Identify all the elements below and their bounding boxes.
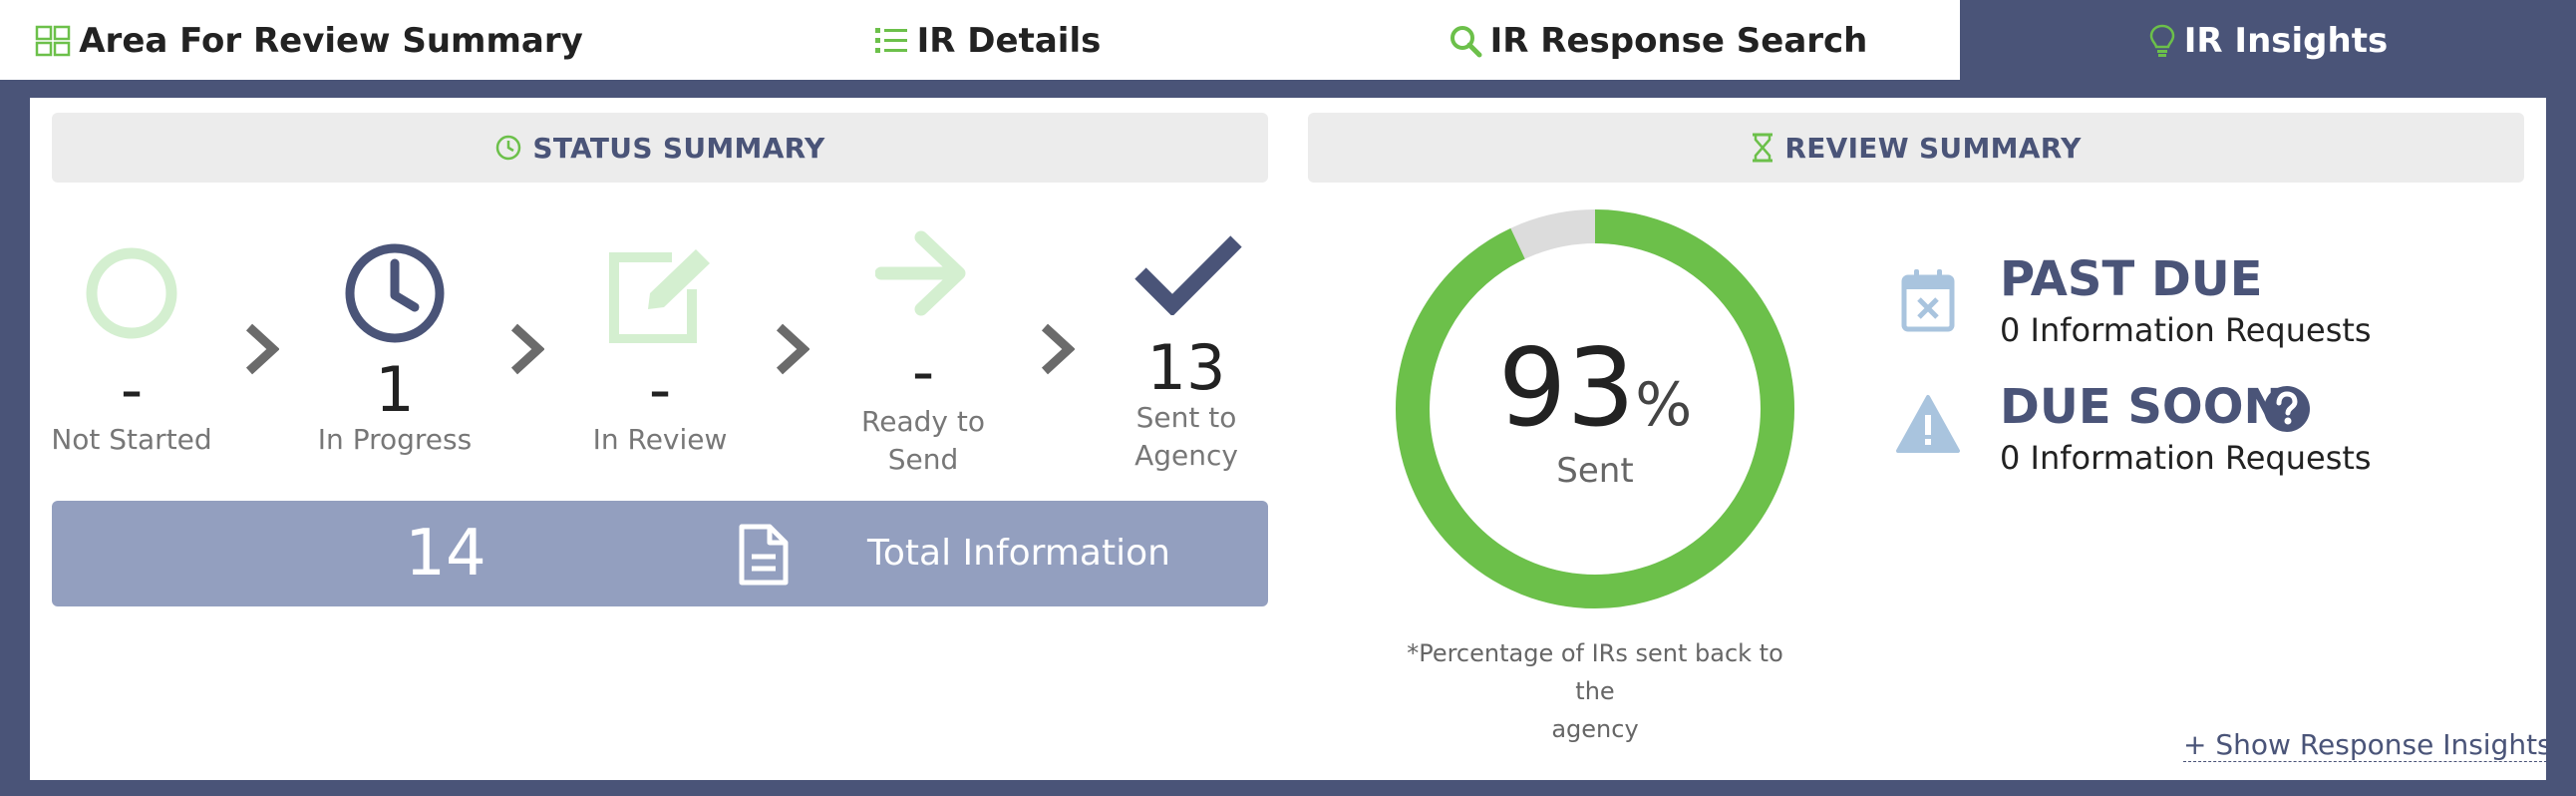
percent-sign: % <box>1635 370 1693 440</box>
review-summary-title: REVIEW SUMMARY <box>1784 131 2082 165</box>
percentage-footnote: *Percentage of IRs sent back to the agen… <box>1396 634 1794 748</box>
tab-ir-details[interactable]: IR Details <box>618 0 1356 82</box>
stage-in-review: - In Review <box>550 359 770 459</box>
stage-label: In Review <box>592 423 728 456</box>
chevron-right-icon <box>510 323 544 375</box>
tab-ir-insights[interactable]: IR Insights <box>1960 0 2576 82</box>
list-icon <box>874 28 907 53</box>
stage-label: Not Started <box>51 423 212 456</box>
clock-icon <box>345 243 445 343</box>
insights-panel <box>30 98 2546 780</box>
clock-icon <box>496 135 521 161</box>
checkmark-icon <box>1134 235 1242 315</box>
stage-sent-to-agency: 13 Sent to Agency <box>1077 337 1296 475</box>
show-response-insights-link[interactable]: + Show Response Insights <box>2183 728 2552 762</box>
donut-fill-sent <box>1396 209 1794 608</box>
stage-label-line1: Sent to <box>1135 401 1237 434</box>
total-label: Total Information Requests <box>867 533 1170 679</box>
tab-ir-response-search[interactable]: IR Response Search <box>1356 0 1960 82</box>
stage-in-progress: 1 In Progress <box>285 359 504 459</box>
stage-label-line2: Send <box>887 443 959 476</box>
stage-count: - <box>911 335 935 408</box>
due-soon-title: DUE SOON <box>2000 379 2284 435</box>
edit-icon <box>609 249 710 343</box>
document-icon <box>739 524 789 586</box>
chevron-right-icon <box>1041 323 1075 375</box>
tab-label: IR Details <box>916 21 1102 61</box>
stage-count: 13 <box>1146 331 1226 404</box>
tab-label: Area For Review Summary <box>79 21 583 61</box>
lightbulb-icon <box>2149 24 2175 57</box>
donut-center-label: 93% Sent <box>1396 329 1794 493</box>
hourglass-icon <box>1753 133 1773 163</box>
stage-count: 1 <box>375 353 415 426</box>
percent-value: 93 <box>1497 326 1636 451</box>
footnote-line1: *Percentage of IRs sent back to the <box>1407 639 1783 705</box>
tab-bar: Area For Review Summary IR Details IR Re… <box>0 0 2576 82</box>
stage-not-started: - Not Started <box>22 359 241 459</box>
sent-label: Sent <box>1556 451 1634 491</box>
search-icon <box>1449 26 1482 58</box>
stage-count: - <box>648 353 672 426</box>
footnote-line2: agency <box>1551 715 1639 743</box>
percent-sent-donut <box>1396 209 1794 608</box>
tab-label: IR Response Search <box>1489 21 1868 61</box>
warning-icon <box>1896 395 1960 453</box>
help-circle-icon[interactable] <box>2263 385 2311 433</box>
status-summary-title: STATUS SUMMARY <box>532 131 825 165</box>
calendar-x-icon <box>1901 269 1955 332</box>
grid-icon <box>35 25 71 57</box>
circle-outline-icon <box>86 247 177 339</box>
arrow-right-icon <box>875 230 966 316</box>
chevron-right-icon <box>245 323 279 375</box>
total-information-requests-bar[interactable]: 14 Total Information Requests <box>52 501 1268 679</box>
review-summary-header: REVIEW SUMMARY <box>1308 113 2524 183</box>
stage-ready-to-send: - Ready to Send <box>813 341 1033 479</box>
tab-label: IR Insights <box>2183 21 2389 61</box>
past-due-count: 0 Information Requests <box>2000 311 2372 349</box>
past-due-title: PAST DUE <box>2000 251 2263 307</box>
stage-label-line1: Ready to <box>861 405 985 438</box>
tab-area-for-review-summary[interactable]: Area For Review Summary <box>0 0 618 82</box>
stage-count: - <box>120 353 144 426</box>
total-count: 14 <box>405 517 486 591</box>
stage-label: In Progress <box>317 423 473 456</box>
stage-label-line2: Agency <box>1134 439 1238 472</box>
due-soon-count: 0 Information Requests <box>2000 439 2372 477</box>
chevron-right-icon <box>776 323 809 375</box>
status-summary-header: STATUS SUMMARY <box>52 113 1268 183</box>
